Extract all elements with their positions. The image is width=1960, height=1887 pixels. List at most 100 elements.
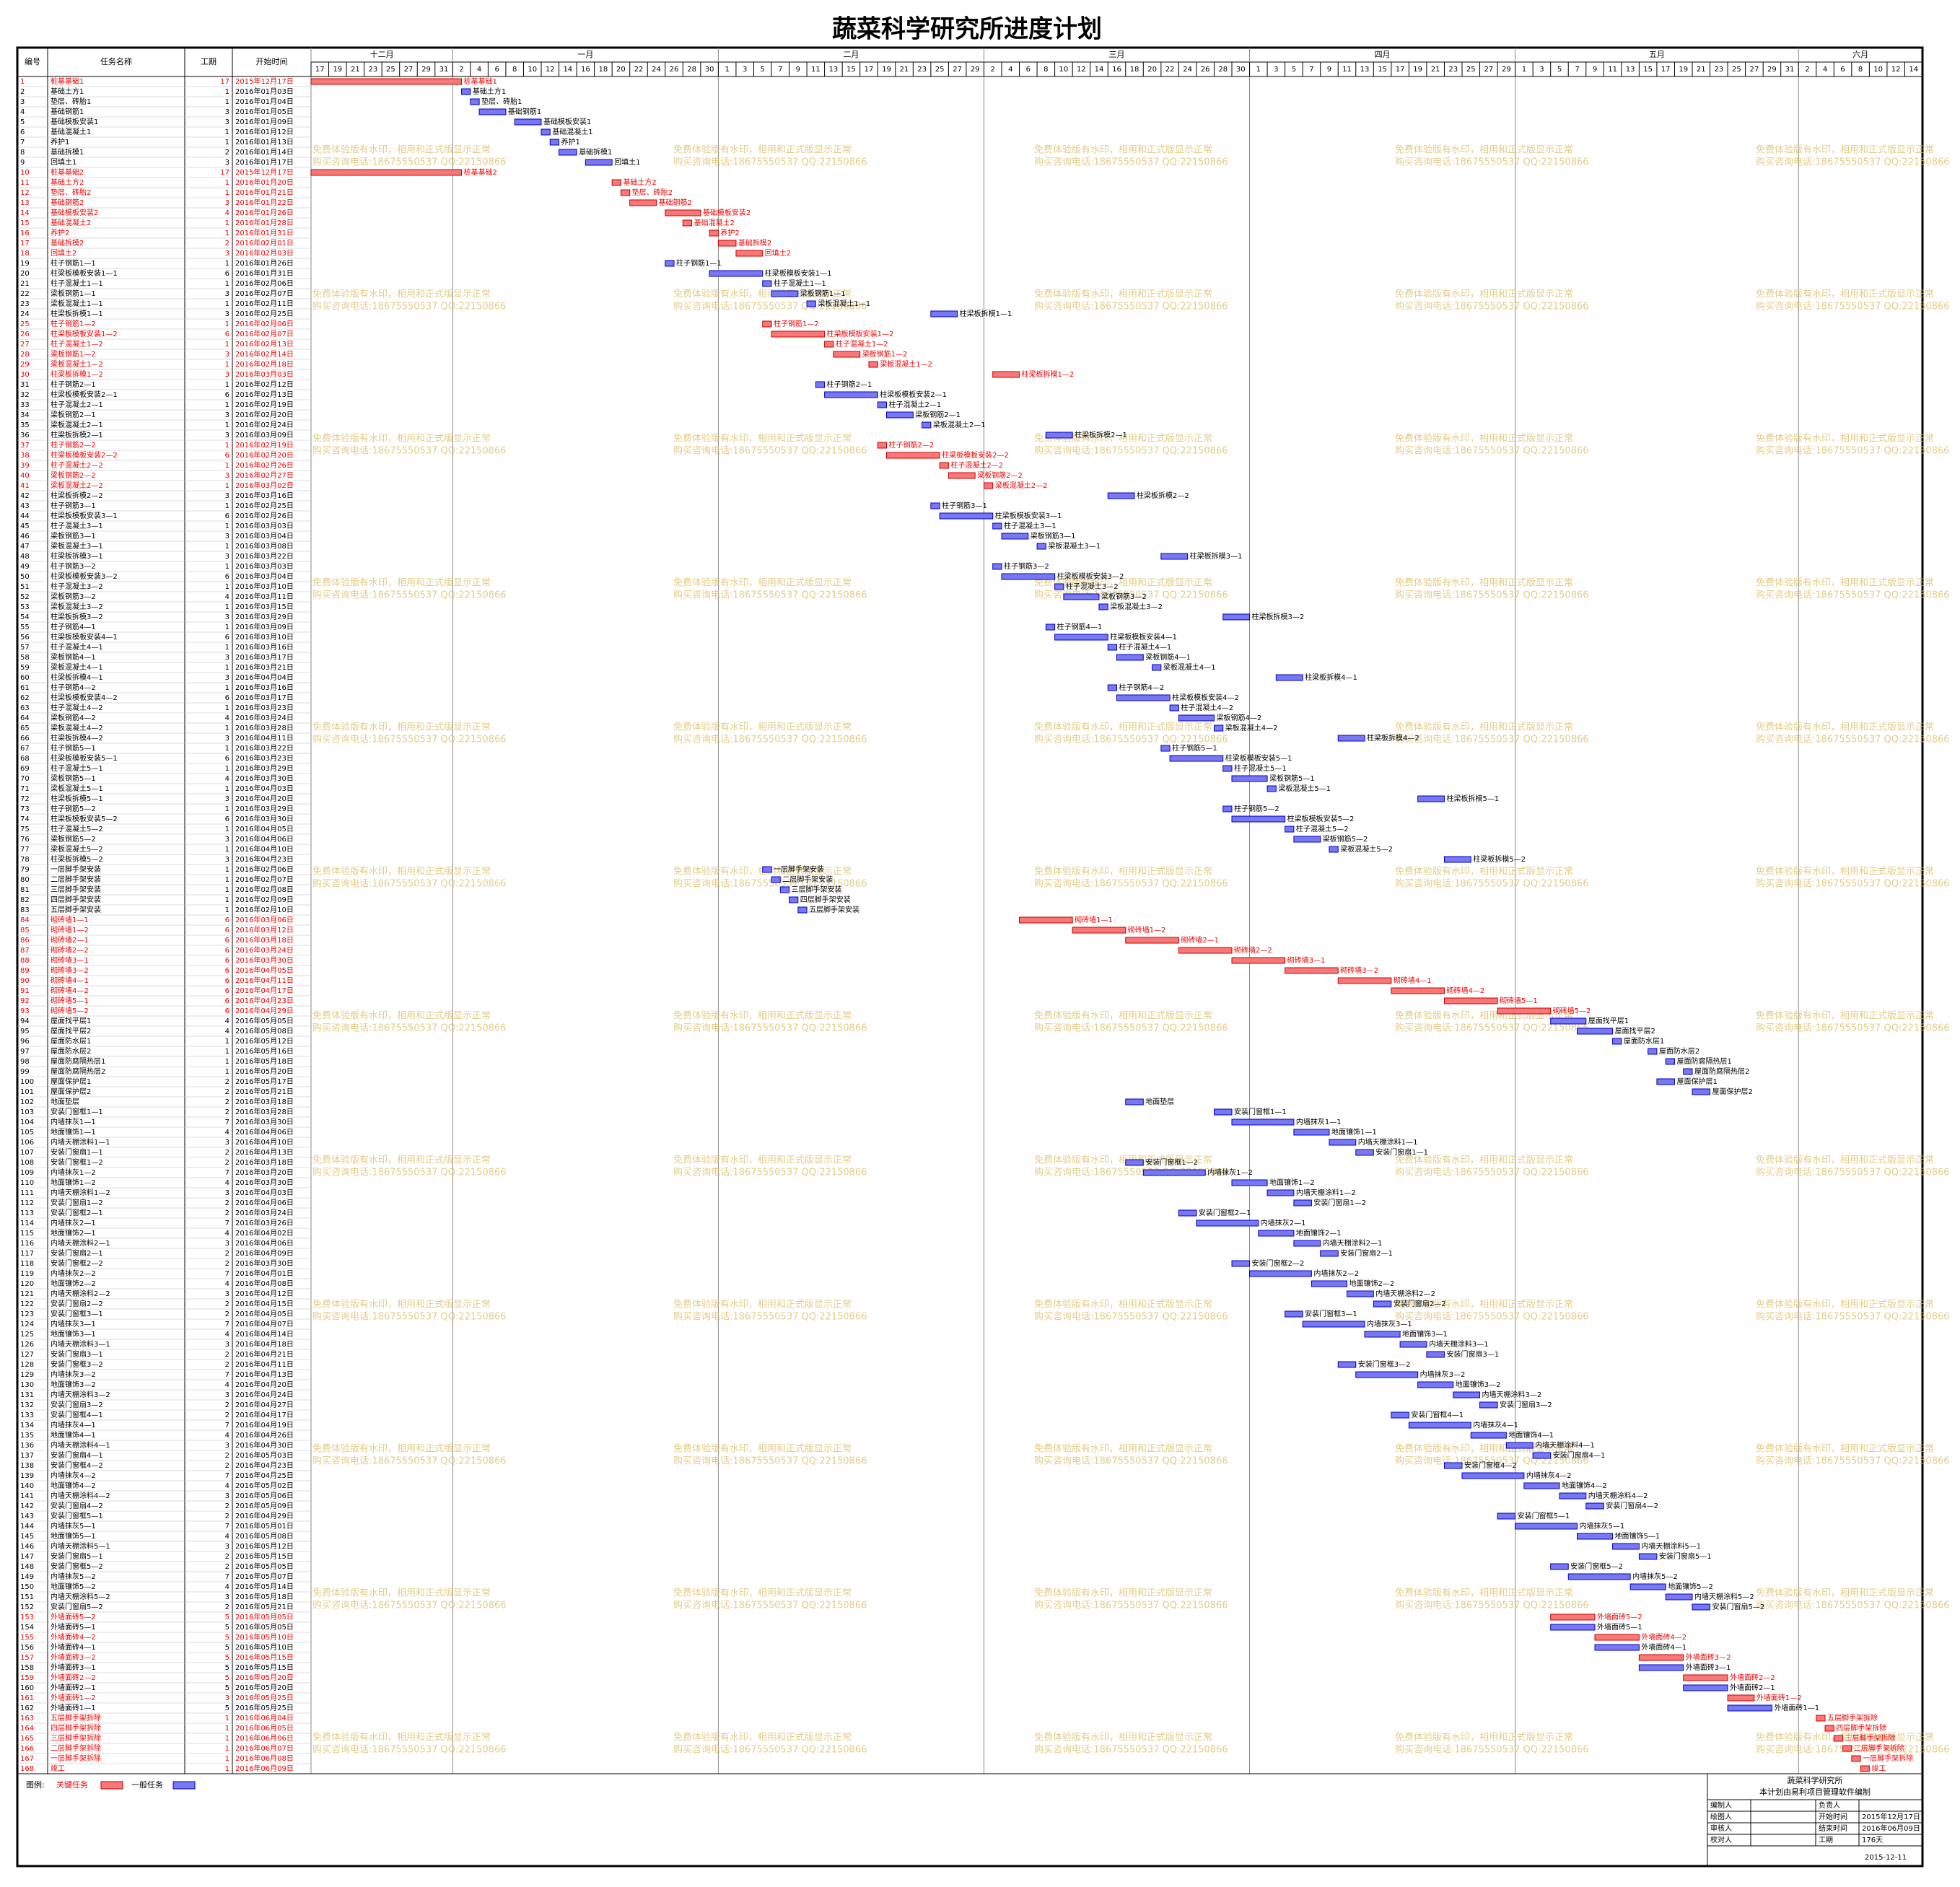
bar-label: 梁板混凝土3—2: [1110, 602, 1163, 611]
watermark: 免费体验版有水印，相用和正式版显示正常: [1395, 144, 1573, 156]
task-duration: 1: [225, 280, 229, 288]
task-bar: [1479, 1401, 1498, 1409]
task-bar: [1629, 1583, 1666, 1590]
task-bar: [1045, 432, 1073, 439]
task-bar: [1851, 1755, 1861, 1762]
task-bar: [1532, 1452, 1552, 1459]
task-bar: [1665, 1593, 1693, 1601]
bar-label: 内墙天棚涂料3—1: [1429, 1339, 1489, 1349]
task-duration: 6: [225, 512, 229, 520]
bar-label: 柱梁板模板安装1—1: [765, 268, 832, 278]
task-name: 安装门窗扇2—2: [51, 1299, 103, 1308]
day-label: 4: [1008, 66, 1012, 74]
task-duration: 1: [225, 1725, 229, 1733]
watermark: 购买咨询电话:18675550537 QQ:22150866: [1034, 1455, 1228, 1467]
task-name: 屋面防水层2: [51, 1046, 91, 1056]
task-duration: 4: [225, 209, 229, 217]
watermark: 购买咨询电话:18675550537 QQ:22150866: [312, 1600, 507, 1611]
task-bar: [1505, 1442, 1534, 1449]
task-id: 133: [20, 1411, 34, 1419]
task-bar: [1152, 664, 1162, 671]
task-duration: 1: [225, 765, 229, 773]
task-name: 安装门窗框2—1: [51, 1208, 103, 1217]
task-duration: 1: [225, 401, 229, 409]
bar-label: 柱子混凝土2—2: [950, 460, 1003, 470]
task-name: 内墙抹灰1—1: [51, 1117, 96, 1126]
task-name: 外墙面砖1—1: [51, 1703, 96, 1712]
task-id: 87: [20, 947, 30, 955]
task-id: 104: [20, 1118, 34, 1126]
task-id: 105: [20, 1129, 34, 1137]
day-label: 25: [386, 66, 395, 74]
task-id: 89: [20, 967, 30, 975]
bar-label: 外墙面砖5—1: [1597, 1622, 1642, 1632]
task-bar: [877, 442, 887, 449]
watermark: 免费体验版有水印，相用和正式版显示正常: [673, 1155, 852, 1166]
watermark: 购买咨询电话:18675550537 QQ:22150866: [312, 445, 507, 457]
task-id: 34: [20, 411, 30, 419]
task-id: 92: [20, 997, 30, 1005]
task-name: 内墙天棚涂料3—1: [51, 1339, 110, 1349]
task-id: 161: [20, 1694, 34, 1702]
task-name: 柱子钢筋2—2: [51, 440, 96, 450]
watermark: 免费体验版有水印，相用和正式版显示正常: [1034, 1732, 1212, 1743]
task-name: 柱子混凝土5—1: [51, 763, 103, 773]
task-bar: [1860, 1765, 1870, 1772]
bar-label: 砌砖墙2—2: [1234, 945, 1272, 955]
bar-label: 柱子混凝土1—1: [774, 279, 826, 288]
bar-label: 柱梁板拆模3—1: [1190, 551, 1243, 561]
task-id: 160: [20, 1684, 34, 1692]
task-id: 126: [20, 1341, 34, 1349]
task-name: 柱梁板模板安装5—1: [51, 753, 118, 763]
task-bar: [1683, 1674, 1728, 1681]
bar-label: 内墙抹灰5—2: [1632, 1572, 1678, 1581]
task-id: 93: [20, 1007, 30, 1015]
task-id: 157: [20, 1654, 34, 1662]
task-bar: [939, 512, 994, 520]
task-start: 2016年02月25日: [235, 501, 294, 510]
task-name: 砌砖墙1—1: [51, 915, 89, 924]
task-id: 22: [20, 290, 30, 298]
task-bar: [709, 229, 719, 237]
bar-label: 内墙抹灰3—1: [1367, 1319, 1412, 1328]
day-label: 27: [953, 66, 962, 74]
day-label: 20: [1147, 66, 1157, 74]
bar-label: 柱梁板拆模5—1: [1446, 794, 1499, 803]
watermark: 购买咨询电话:18675550537 QQ:22150866: [1395, 590, 1589, 601]
task-name: 内墙抹灰5—2: [51, 1572, 96, 1581]
task-start: 2016年05月25日: [235, 1693, 294, 1702]
task-bar: [1125, 1098, 1144, 1106]
task-start: 2016年04月23日: [235, 1461, 294, 1470]
bar-label: 柱子钢筋1—1: [676, 258, 722, 268]
bar-label: 内墙天棚涂料1—2: [1296, 1188, 1356, 1197]
task-duration: 2: [225, 1401, 229, 1409]
task-duration: 4: [225, 1432, 229, 1440]
task-start: 2016年03月30日: [235, 955, 294, 965]
task-start: 2016年03月10日: [235, 582, 294, 591]
task-id: 32: [20, 391, 30, 399]
task-duration: 7: [225, 1220, 229, 1227]
task-id: 44: [20, 512, 30, 520]
task-bar: [1364, 1331, 1401, 1338]
day-label: 24: [1183, 66, 1192, 74]
bar-label: 柱子混凝土3—2: [1066, 582, 1119, 591]
watermark: 免费体验版有水印，相用和正式版显示正常: [673, 722, 852, 733]
task-duration: 1: [225, 442, 229, 450]
task-duration: 3: [225, 674, 229, 682]
watermark: 免费体验版有水印，相用和正式版显示正常: [312, 1443, 491, 1455]
task-start: 2016年01月21日: [235, 188, 294, 197]
task-name: 屋面找平层2: [51, 1026, 91, 1036]
task-name: 地面镶饰2—1: [51, 1228, 96, 1238]
task-duration: 1: [225, 745, 229, 753]
bar-label: 砌砖墙1—1: [1075, 915, 1113, 924]
bar-label: 五层脚手架拆除: [1827, 1713, 1878, 1722]
bar-label: 垫层、砖胎2: [632, 188, 673, 197]
task-start: 2016年03月06日: [235, 915, 294, 924]
task-name: 安装门窗扇3—2: [51, 1400, 103, 1409]
bar-label: 三层脚手架拆除: [1845, 1733, 1896, 1743]
month-label: 一月: [577, 50, 593, 59]
task-duration: 3: [225, 1442, 229, 1450]
task-name: 安装门窗扇1—2: [51, 1198, 103, 1207]
frame: [16, 46, 1924, 1868]
task-bar: [1178, 1209, 1197, 1217]
